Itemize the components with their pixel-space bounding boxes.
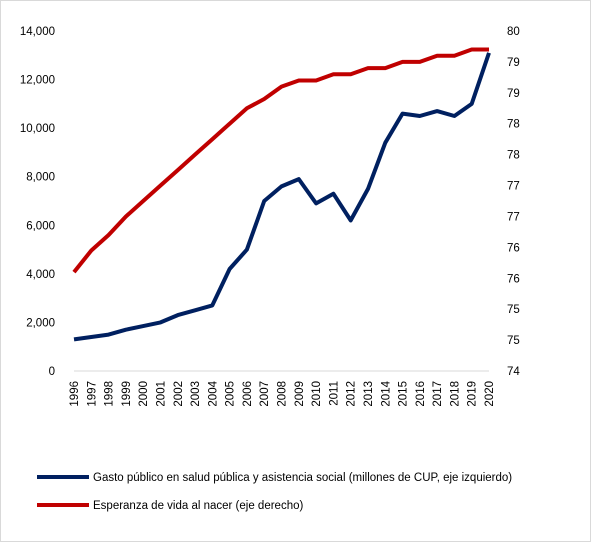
right-axis-tick-label: 75	[507, 304, 520, 316]
right-axis: 74 75 75 76 76 77 77 78 78 79 79 80	[507, 26, 520, 378]
right-axis-tick-label: 76	[507, 273, 520, 285]
right-axis-tick-label: 79	[507, 57, 520, 69]
x-axis-tick-label: 1998	[104, 381, 116, 407]
x-axis-tick-label: 2000	[138, 381, 150, 407]
x-axis-tick-label: 1997	[86, 381, 98, 407]
x-axis-tick-label: 2017	[432, 381, 444, 407]
x-axis-tick-label: 2013	[363, 381, 375, 407]
left-axis-tick-label: 4,000	[26, 269, 55, 281]
x-axis-tick-label: 2018	[449, 381, 461, 407]
left-axis-tick-label: 0	[49, 366, 55, 378]
right-axis-tick-label: 76	[507, 242, 520, 254]
x-axis-tick-label: 2007	[259, 381, 271, 407]
right-axis-tick-label: 77	[507, 211, 520, 223]
x-axis-tick-label: 2016	[415, 381, 427, 407]
left-axis: 0 2,000 4,000 6,000 8,000 10,000 12,000 14,000	[20, 26, 55, 378]
left-axis-tick-label: 10,000	[20, 123, 55, 135]
x-axis-tick-label: 2011	[328, 381, 340, 406]
left-axis-tick-label: 2,000	[26, 317, 55, 329]
right-axis-tick-label: 80	[507, 26, 520, 38]
left-axis-tick-label: 14,000	[20, 26, 55, 38]
x-axis-tick-label: 2020	[484, 381, 496, 407]
legend: Gasto público en salud pública y asisten…	[37, 472, 512, 512]
legend-label-esperanza: Esperanza de vida al nacer (eje derecho)	[93, 500, 303, 512]
x-axis-tick-label: 2006	[242, 381, 254, 407]
x-axis-tick-label: 1999	[121, 381, 133, 407]
left-axis-tick-label: 8,000	[26, 172, 55, 184]
x-axis-tick-label: 2004	[207, 380, 219, 406]
right-axis-tick-label: 78	[507, 119, 520, 131]
x-axis-tick-label: 2014	[380, 380, 392, 406]
x-axis-tick-label: 2002	[173, 381, 185, 407]
x-axis-tick-label: 2019	[467, 381, 479, 407]
x-axis-tick-label: 2009	[294, 381, 306, 407]
right-axis-tick-label: 78	[507, 150, 520, 162]
left-axis-tick-label: 6,000	[26, 220, 55, 232]
series-line-gasto	[73, 52, 491, 342]
x-axis-tick-label: 2008	[277, 381, 289, 407]
left-axis-tick-label: 12,000	[20, 75, 55, 87]
x-axis-tick-label: 2012	[346, 381, 358, 407]
x-axis-tick-label: 2015	[398, 381, 410, 407]
x-axis-tick-label: 2010	[311, 381, 323, 407]
right-axis-tick-label: 74	[507, 366, 520, 378]
x-axis-tick-label: 2003	[190, 381, 202, 407]
plot-lines	[72, 47, 491, 342]
series-line-esperanza	[72, 47, 489, 274]
right-axis-tick-label: 75	[507, 335, 520, 347]
x-axis-tick-label: 2005	[225, 381, 237, 407]
right-axis-tick-label: 79	[507, 88, 520, 100]
x-axis: 1996 1997 1998 1999 2000 2001 2002 2003 2004 2005…	[69, 370, 496, 407]
x-axis-tick-label: 2001	[155, 381, 167, 407]
right-axis-tick-label: 77	[507, 181, 520, 193]
legend-label-gasto: Gasto público en salud pública y asisten…	[93, 472, 512, 484]
x-axis-tick-label: 1996	[69, 381, 81, 407]
